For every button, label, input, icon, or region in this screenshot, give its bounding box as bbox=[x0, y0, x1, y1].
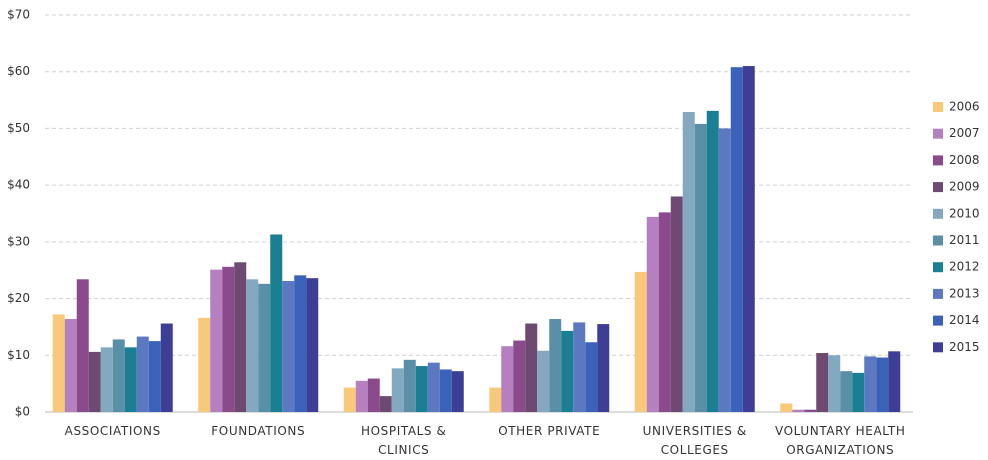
x-tick-label: ASSOCIATIONS bbox=[64, 424, 161, 438]
bar bbox=[852, 372, 865, 412]
bar bbox=[306, 278, 319, 412]
bar bbox=[124, 347, 137, 412]
bar bbox=[876, 357, 889, 412]
bar bbox=[706, 110, 719, 413]
legend-swatch bbox=[933, 182, 943, 193]
bar bbox=[573, 322, 586, 412]
legend-swatch bbox=[933, 208, 943, 219]
bar bbox=[258, 283, 271, 412]
bar bbox=[415, 366, 428, 412]
bar bbox=[804, 409, 817, 412]
bar bbox=[148, 341, 161, 412]
bar bbox=[439, 369, 452, 412]
legend-label: 2009 bbox=[949, 180, 980, 194]
bar bbox=[88, 351, 101, 412]
bar bbox=[198, 317, 211, 412]
legend-swatch bbox=[933, 235, 943, 246]
y-tick-label: $0 bbox=[15, 405, 30, 419]
legend-label: 2013 bbox=[949, 286, 980, 300]
legend-label: 2010 bbox=[949, 206, 980, 220]
bar bbox=[282, 280, 295, 412]
bar bbox=[597, 324, 610, 412]
legend-swatch bbox=[933, 262, 943, 273]
bar bbox=[427, 362, 440, 412]
bar bbox=[730, 67, 743, 413]
bar bbox=[694, 123, 707, 413]
bar bbox=[658, 212, 671, 412]
bar bbox=[343, 387, 356, 412]
bar bbox=[682, 111, 695, 412]
bar bbox=[525, 323, 538, 412]
legend-swatch bbox=[933, 342, 943, 353]
bar bbox=[537, 350, 550, 412]
bar bbox=[792, 409, 805, 412]
bar bbox=[391, 368, 404, 412]
x-tick-label: OTHER PRIVATE bbox=[498, 424, 601, 438]
x-tick-label: UNIVERSITIES & COLLEGES bbox=[642, 424, 747, 457]
x-tick-label: VOLUNTARY HEALTH ORGANIZATIONS bbox=[775, 424, 906, 457]
y-tick-label: $70 bbox=[7, 8, 30, 22]
legend-swatch bbox=[933, 102, 943, 112]
bar bbox=[403, 359, 416, 412]
bar bbox=[549, 318, 562, 412]
bar bbox=[561, 330, 574, 412]
bar bbox=[501, 346, 514, 412]
y-tick-label: $50 bbox=[7, 121, 30, 135]
bar bbox=[52, 314, 65, 412]
bar bbox=[489, 387, 502, 412]
y-tick-label: $40 bbox=[7, 178, 30, 192]
bar bbox=[222, 266, 235, 412]
legend-swatch bbox=[933, 128, 943, 139]
bar bbox=[64, 318, 77, 412]
y-tick-label: $20 bbox=[7, 291, 30, 305]
bar bbox=[76, 279, 89, 412]
bar bbox=[513, 340, 526, 412]
bar bbox=[294, 275, 307, 412]
bar bbox=[864, 356, 877, 412]
bar bbox=[888, 351, 901, 412]
legend-label: 2006 bbox=[949, 100, 980, 114]
bar bbox=[718, 128, 731, 412]
bar bbox=[670, 196, 683, 412]
bar bbox=[828, 355, 841, 412]
legend-label: 2007 bbox=[949, 126, 980, 140]
x-tick-label: HOSPITALS & CLINICS bbox=[360, 424, 447, 457]
bar bbox=[234, 262, 247, 412]
legend-swatch bbox=[933, 155, 943, 166]
legend-label: 2011 bbox=[949, 233, 980, 247]
y-tick-label: $10 bbox=[7, 348, 30, 362]
bar bbox=[780, 403, 793, 412]
bar bbox=[160, 323, 173, 412]
legend-label: 2012 bbox=[949, 260, 980, 274]
bar bbox=[585, 342, 598, 412]
bar bbox=[367, 378, 380, 412]
x-tick-label: FOUNDATIONS bbox=[211, 424, 306, 438]
legend-swatch bbox=[933, 315, 943, 326]
bar bbox=[100, 347, 113, 412]
bar bbox=[136, 336, 149, 412]
bar bbox=[246, 279, 259, 412]
bar bbox=[270, 234, 283, 412]
y-tick-label: $60 bbox=[7, 64, 30, 78]
bar bbox=[451, 371, 464, 412]
legend-swatch bbox=[933, 288, 943, 299]
legend-label: 2008 bbox=[949, 153, 980, 167]
legend-label: 2015 bbox=[949, 340, 980, 354]
bar bbox=[816, 353, 829, 412]
bar bbox=[646, 216, 659, 412]
bar bbox=[840, 371, 853, 412]
bar bbox=[742, 66, 755, 413]
bar bbox=[634, 271, 647, 412]
y-tick-label: $30 bbox=[7, 234, 30, 248]
bar bbox=[210, 269, 223, 412]
bar bbox=[355, 380, 368, 412]
bar bbox=[379, 396, 392, 412]
legend-label: 2014 bbox=[949, 313, 980, 327]
bar bbox=[112, 339, 125, 412]
